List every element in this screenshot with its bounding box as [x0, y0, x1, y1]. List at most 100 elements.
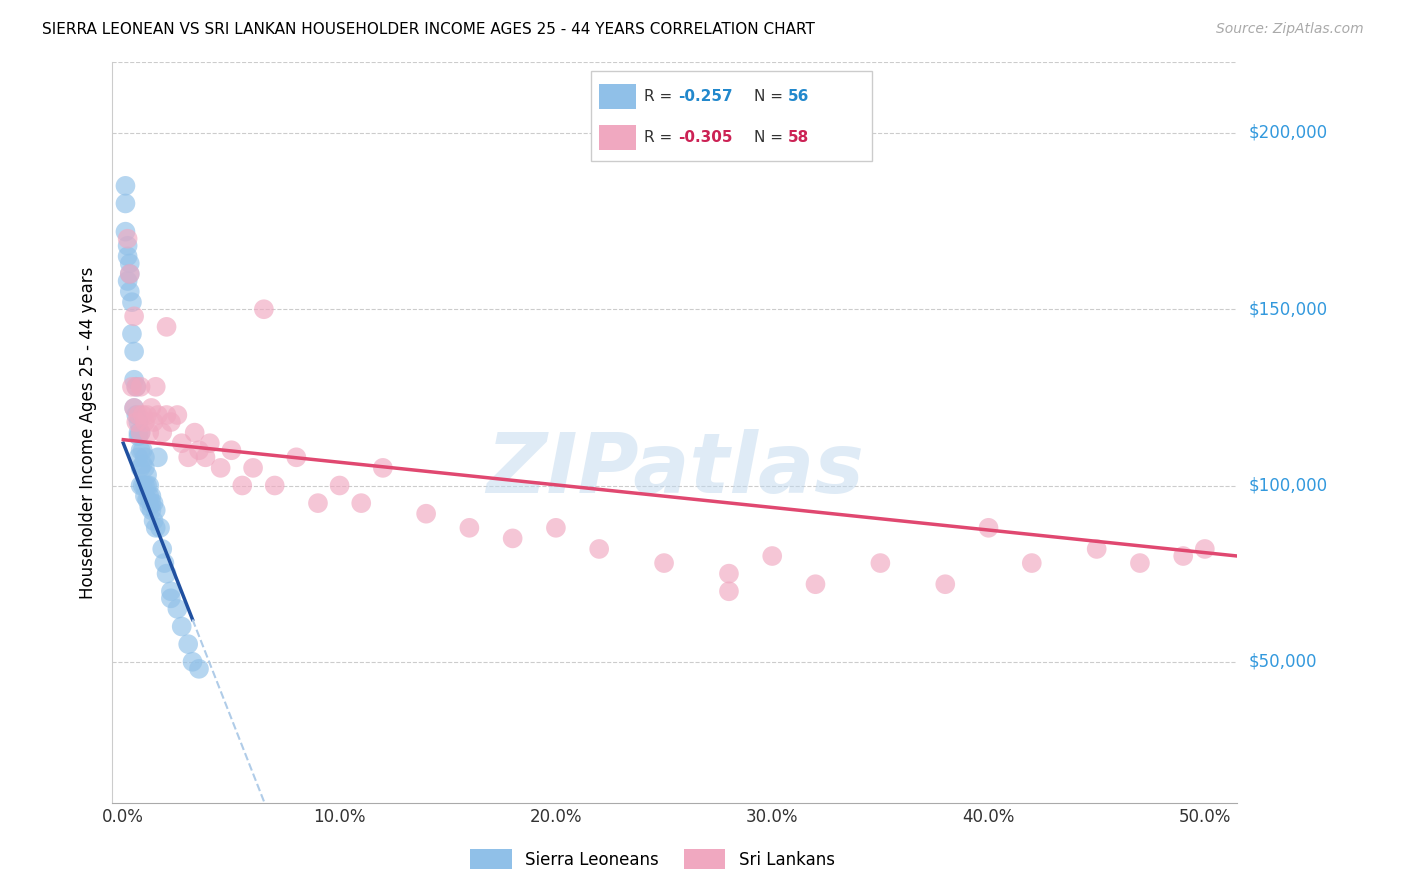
- Point: [127, 429, 149, 443]
- Text: $50,000: $50,000: [1249, 653, 1317, 671]
- Point: [155, 319, 177, 334]
- Point: [138, 478, 160, 492]
- Point: [122, 401, 145, 415]
- Point: [1085, 541, 1108, 556]
- Point: [177, 637, 200, 651]
- Text: 56: 56: [787, 89, 808, 103]
- Point: [125, 408, 148, 422]
- Point: [869, 556, 891, 570]
- Point: [1173, 549, 1195, 563]
- Point: [142, 496, 165, 510]
- Point: [141, 489, 163, 503]
- Point: [136, 408, 159, 422]
- Point: [177, 450, 200, 465]
- Text: Source: ZipAtlas.com: Source: ZipAtlas.com: [1216, 22, 1364, 37]
- Point: [181, 655, 204, 669]
- Point: [122, 310, 145, 324]
- Point: [188, 662, 211, 676]
- Point: [141, 401, 163, 415]
- Text: R =: R =: [644, 89, 678, 103]
- Point: [263, 478, 285, 492]
- Point: [934, 577, 956, 591]
- Point: [121, 380, 143, 394]
- Point: [188, 443, 211, 458]
- Point: [118, 256, 141, 270]
- Point: [132, 458, 155, 472]
- Text: N =: N =: [754, 89, 787, 103]
- Point: [160, 584, 183, 599]
- Point: [253, 302, 276, 317]
- Point: [231, 478, 253, 492]
- FancyBboxPatch shape: [591, 71, 872, 161]
- Point: [652, 556, 675, 570]
- Point: [804, 577, 827, 591]
- Point: [146, 450, 169, 465]
- Bar: [599, 84, 636, 109]
- Point: [121, 326, 143, 341]
- Point: [717, 584, 740, 599]
- Point: [136, 492, 159, 507]
- Bar: [599, 125, 636, 150]
- Point: [114, 196, 136, 211]
- Point: [122, 401, 145, 415]
- Point: [150, 425, 173, 440]
- Text: -0.257: -0.257: [678, 89, 733, 103]
- Point: [134, 450, 156, 465]
- Legend: Sierra Leoneans, Sri Lankans: Sierra Leoneans, Sri Lankans: [464, 842, 841, 876]
- Point: [155, 566, 177, 581]
- Point: [150, 541, 173, 556]
- Point: [141, 496, 163, 510]
- Point: [117, 274, 139, 288]
- Point: [307, 496, 329, 510]
- Text: N =: N =: [754, 130, 787, 145]
- Point: [141, 503, 163, 517]
- Point: [977, 521, 1000, 535]
- Point: [127, 450, 149, 465]
- Point: [1129, 556, 1152, 570]
- Text: -0.305: -0.305: [678, 130, 733, 145]
- Point: [160, 415, 183, 429]
- Point: [127, 408, 149, 422]
- Point: [129, 425, 152, 440]
- Point: [502, 532, 524, 546]
- Point: [114, 225, 136, 239]
- Point: [371, 461, 394, 475]
- Point: [146, 408, 169, 422]
- Point: [134, 461, 156, 475]
- Point: [198, 436, 221, 450]
- Point: [122, 344, 145, 359]
- Point: [125, 380, 148, 394]
- Point: [121, 295, 143, 310]
- Point: [117, 232, 139, 246]
- Point: [1194, 541, 1216, 556]
- Point: [132, 443, 155, 458]
- Text: $200,000: $200,000: [1249, 124, 1327, 142]
- Point: [142, 514, 165, 528]
- Point: [136, 467, 159, 482]
- Point: [127, 425, 149, 440]
- Point: [544, 521, 567, 535]
- Point: [415, 507, 437, 521]
- Point: [145, 380, 167, 394]
- Point: [183, 425, 205, 440]
- Point: [329, 478, 352, 492]
- Point: [153, 556, 176, 570]
- Point: [166, 408, 188, 422]
- Point: [717, 566, 740, 581]
- Point: [122, 373, 145, 387]
- Text: ZIPatlas: ZIPatlas: [486, 429, 863, 510]
- Point: [132, 478, 155, 492]
- Point: [160, 591, 183, 606]
- Point: [114, 178, 136, 193]
- Point: [221, 443, 243, 458]
- Point: [458, 521, 481, 535]
- Point: [127, 415, 149, 429]
- Point: [134, 478, 156, 492]
- Point: [155, 408, 177, 422]
- Y-axis label: Householder Income Ages 25 - 44 years: Householder Income Ages 25 - 44 years: [79, 267, 97, 599]
- Point: [125, 380, 148, 394]
- Point: [588, 541, 610, 556]
- Point: [142, 415, 165, 429]
- Point: [170, 619, 193, 633]
- Text: $150,000: $150,000: [1249, 301, 1327, 318]
